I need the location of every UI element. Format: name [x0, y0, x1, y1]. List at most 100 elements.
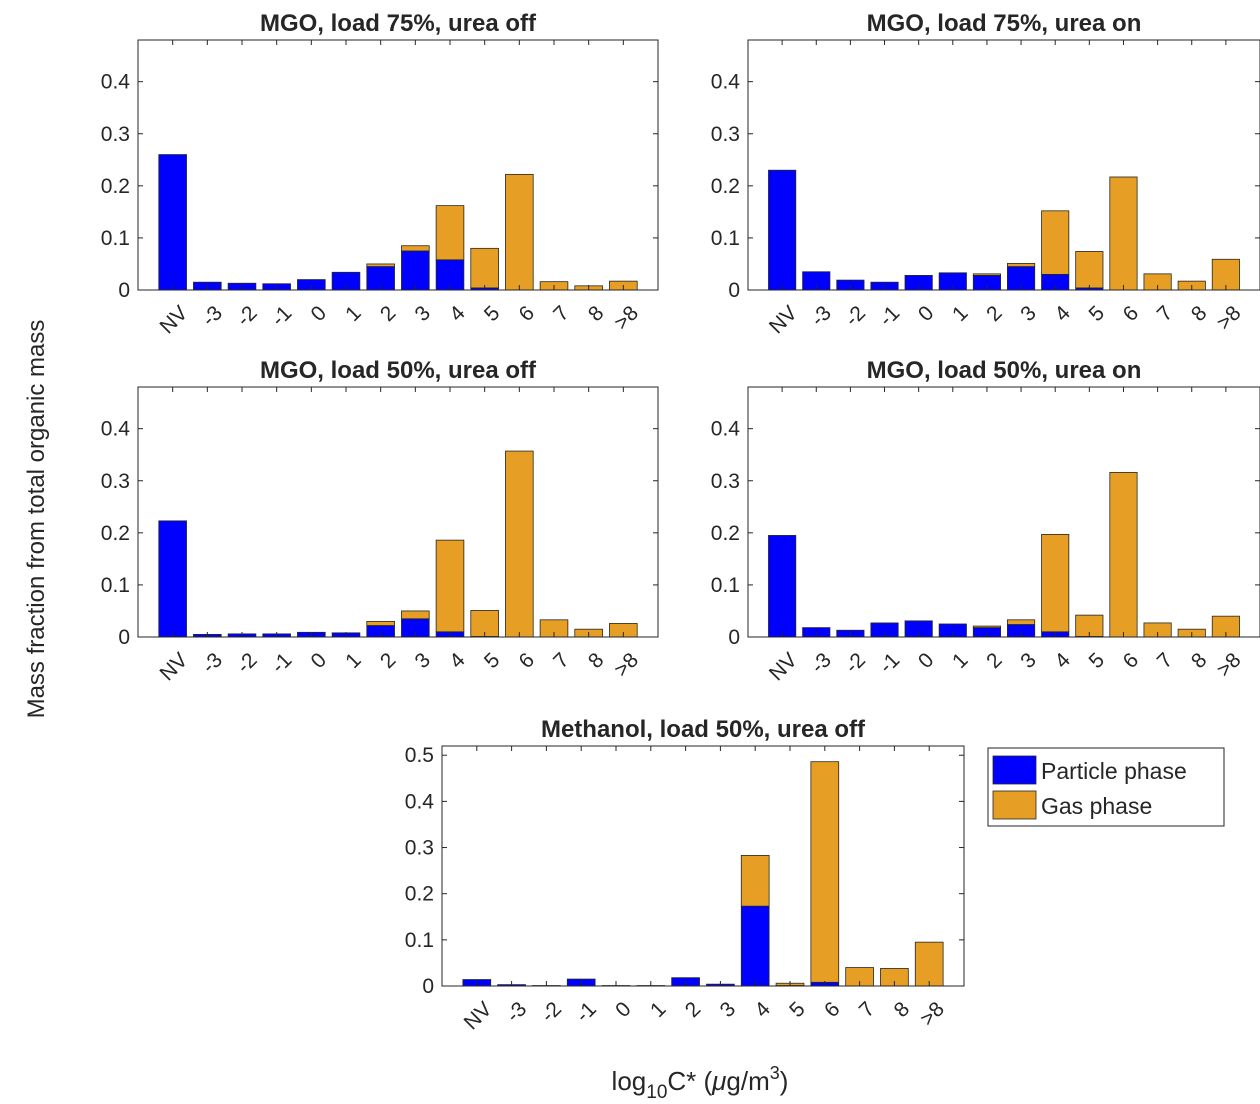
bar-particle	[768, 535, 797, 638]
x-tick-label: -2	[232, 301, 261, 330]
x-tick-label: 1	[646, 997, 671, 1022]
x-tick-label: 3	[716, 997, 741, 1022]
bar-particle	[158, 154, 187, 291]
bar-gas	[470, 247, 499, 289]
bar-gas	[1007, 619, 1036, 625]
x-tick-label: 7	[1153, 648, 1178, 673]
x-tick-label: -2	[537, 997, 566, 1026]
y-tick-label: 0.1	[711, 227, 740, 250]
x-tick-label: -3	[198, 301, 227, 330]
y-axis-label: Mass fraction from total organic mass	[23, 320, 50, 719]
x-tick-label: -3	[502, 997, 531, 1026]
x-tick-label: 0	[611, 997, 636, 1022]
y-tick-label: 0.1	[101, 227, 130, 250]
bar-particle	[158, 520, 187, 638]
x-tick-label: 5	[1085, 648, 1110, 673]
bar-gas	[810, 761, 840, 983]
x-tick-label: 6	[820, 997, 845, 1022]
panel-methanol-50-urea-off: Methanol, load 50%, urea off 0 0.1 0.2 0.3 0.…	[405, 716, 965, 1034]
panel-title: Methanol, load 50%, urea off	[541, 716, 866, 743]
y-tick-label: 0.3	[711, 470, 740, 493]
x-tick-label: 6	[1119, 301, 1144, 326]
x-tick-label: 4	[750, 997, 775, 1022]
bar-gas	[505, 450, 534, 638]
x-tick-label: -2	[841, 301, 870, 330]
y-tick-label: 0.3	[101, 470, 130, 493]
y-tick-label: 0.2	[405, 883, 434, 906]
x-tick-label: 6	[1119, 648, 1144, 673]
axes-box	[747, 39, 1260, 291]
x-tick-label: -1	[571, 997, 600, 1026]
x-tick-label: 8	[1187, 648, 1212, 673]
legend: Particle phase Gas phase	[987, 747, 1225, 827]
y-tick-label: 0.2	[101, 175, 130, 198]
x-tick-label: 3	[1016, 648, 1041, 673]
x-tick-label: 8	[890, 997, 915, 1022]
x-tick-label: -3	[807, 301, 836, 330]
x-tick-label: NV	[765, 301, 802, 338]
y-tick-label: 0.1	[101, 574, 130, 597]
bar-gas	[505, 173, 534, 291]
x-tick-label: 7	[549, 648, 574, 673]
x-tick-label: 0	[307, 301, 332, 326]
x-tick-label: 2	[982, 648, 1007, 673]
y-tick-label: 0.2	[101, 522, 130, 545]
x-tick-label: >8	[1212, 648, 1245, 681]
x-tick-label: -1	[267, 648, 296, 677]
x-axis-label-superscript: 3	[770, 1063, 780, 1083]
x-tick-label: 1	[948, 301, 973, 326]
x-axis-label: log10C* (μg/m3)	[612, 1063, 789, 1103]
x-tick-label: NV	[765, 648, 802, 685]
bar-gas	[435, 539, 465, 633]
x-tick-label: -2	[232, 648, 261, 677]
y-tick-label: 0.3	[405, 837, 434, 860]
y-tick-label: 0.5	[405, 744, 434, 767]
x-tick-label: 8	[584, 301, 609, 326]
x-tick-label: -2	[841, 648, 870, 677]
panel-mgo-75-urea-off: MGO, load 75%, urea off 0 0.1 0.2 0.3 0.4 NV -3…	[101, 10, 659, 338]
bar-gas	[972, 625, 1001, 629]
x-tick-label: 0	[307, 648, 332, 673]
x-tick-label: >8	[1212, 301, 1245, 334]
y-tick-label: 0.4	[405, 790, 435, 813]
panel-mgo-50-urea-off: MGO, load 50%, urea off 0 0.1 0.2 0.3 0.4 NV -3…	[101, 357, 659, 685]
bar-particle	[401, 250, 430, 291]
y-tick-label: 0.2	[711, 522, 740, 545]
y-tick-label: 0	[728, 626, 740, 649]
x-tick-label: 5	[480, 301, 505, 326]
x-tick-label: 0	[914, 648, 939, 673]
panel-title: MGO, load 50%, urea on	[867, 357, 1142, 384]
bar-gas	[1041, 533, 1070, 633]
y-tick-label: 0.3	[101, 123, 130, 146]
x-tick-label: NV	[460, 997, 497, 1034]
y-tick-label: 0	[422, 975, 434, 998]
x-tick-label: 2	[376, 648, 401, 673]
x-tick-label: 8	[1187, 301, 1212, 326]
bar-gas	[1075, 251, 1104, 289]
panel-title: MGO, load 75%, urea off	[260, 10, 537, 37]
x-tick-label: >8	[916, 997, 949, 1030]
x-tick-label: 3	[411, 301, 436, 326]
bar-gas	[401, 245, 430, 252]
bar-gas	[914, 941, 944, 987]
axes-box	[441, 745, 965, 987]
y-tick-label: 0.4	[101, 71, 131, 94]
axes-box	[137, 39, 659, 291]
y-tick-label: 0	[728, 279, 740, 302]
x-tick-label: 4	[1050, 301, 1075, 326]
legend-label-particle: Particle phase	[1041, 758, 1187, 784]
bar-gas	[366, 263, 395, 267]
legend-label-gas: Gas phase	[1041, 793, 1152, 819]
axes-box	[747, 386, 1260, 638]
y-tick-label: 0	[118, 626, 130, 649]
bar-gas	[972, 273, 1001, 276]
x-tick-label: 5	[785, 997, 810, 1022]
x-tick-label: >8	[610, 648, 643, 681]
y-tick-label: 0.4	[711, 418, 741, 441]
x-axis-label-log: log	[612, 1066, 647, 1096]
y-tick-label: 0.4	[101, 418, 131, 441]
legend-swatch-gas	[992, 790, 1037, 820]
x-tick-label: >8	[610, 301, 643, 334]
